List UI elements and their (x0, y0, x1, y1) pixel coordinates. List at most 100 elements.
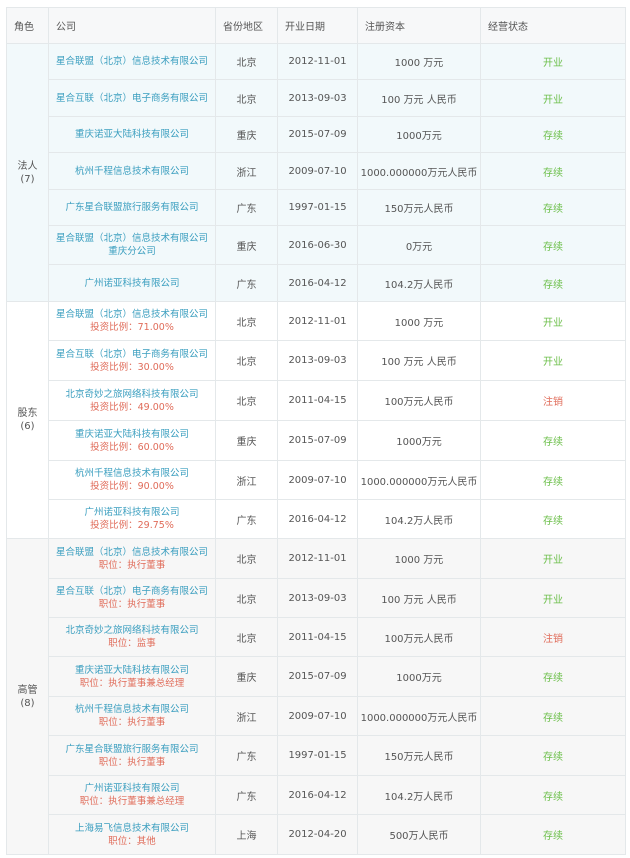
capital-cell: 1000.000000万元人民币 (357, 696, 481, 736)
status-badge: 存续 (480, 814, 626, 855)
date-cell: 2015-07-09 (277, 420, 358, 461)
header-role: 角色 (6, 7, 49, 44)
table-row: 上海易飞信息技术有限公司 职位：其他 上海 2012-04-20 500万人民币 存续 (7, 814, 626, 855)
province-cell: 浙江 (215, 460, 278, 500)
company-cell: 星合互联（北京）电子商务有限公司 投资比例：30.00% (48, 340, 216, 381)
company-link[interactable]: 星合联盟（北京）信息技术有限公司 (55, 233, 208, 244)
table-row: 杭州千程信息技术有限公司 浙江 2009-07-10 1000.000000万元人民币… (7, 152, 626, 190)
date-cell: 2009-07-10 (277, 696, 358, 736)
company-cell: 杭州千程信息技术有限公司 职位：执行董事 (48, 696, 216, 736)
company-link[interactable]: 星合互联（北京）电子商务有限公司 (55, 92, 208, 104)
status-badge: 开业 (480, 340, 626, 381)
date-cell: 2015-07-09 (277, 656, 358, 697)
role-cell: 高管 (8) (6, 538, 49, 855)
position-label: 职位：监事 (108, 638, 156, 649)
company-link[interactable]: 星合互联（北京）电子商务有限公司 (55, 348, 208, 360)
company-cell: 星合联盟（北京）信息技术有限公司 重庆分公司 (48, 225, 216, 265)
role-label: 股东 (17, 408, 38, 419)
company-link[interactable]: 杭州千程信息技术有限公司 (74, 468, 189, 479)
province-cell: 北京 (215, 301, 278, 341)
table-row: 星合互联（北京）电子商务有限公司 北京 2013-09-03 100 万元 人民币 开业 (7, 79, 626, 117)
date-cell: 2013-09-03 (277, 340, 358, 381)
date-cell: 2011-04-15 (277, 380, 358, 421)
capital-cell: 104.2万人民币 (357, 264, 481, 302)
province-cell: 北京 (215, 79, 278, 117)
province-cell: 浙江 (215, 696, 278, 736)
company-link[interactable]: 重庆诺亚大陆科技有限公司 (74, 129, 189, 140)
company-link[interactable]: 上海易飞信息技术有限公司 (74, 822, 189, 834)
investment-ratio: 投资比例：60.00% (90, 441, 174, 453)
company-cell: 星合联盟（北京）信息技术有限公司 投资比例：71.00% (48, 301, 216, 341)
table-row: 股东 (6) 星合联盟（北京）信息技术有限公司 投资比例：71.00% 北京 2012-1… (6, 301, 626, 539)
company-link[interactable]: 星合联盟（北京）信息技术有限公司 (55, 56, 208, 67)
province-cell: 广东 (215, 264, 278, 302)
province-cell: 北京 (215, 538, 278, 579)
capital-cell: 1000 万元 (357, 538, 481, 579)
province-cell: 广东 (215, 499, 278, 539)
capital-cell: 150万元人民币 (357, 735, 481, 776)
company-link[interactable]: 重庆诺亚大陆科技有限公司 (74, 664, 189, 676)
company-link[interactable]: 广州诺亚科技有限公司 (84, 783, 180, 794)
status-badge: 存续 (480, 116, 626, 153)
table-row: 广州诺亚科技有限公司 职位：执行董事兼总经理 广东 2016-04-12 104.2万人… (7, 775, 626, 815)
role-count: (7) (20, 173, 35, 185)
date-cell: 2012-11-01 (277, 538, 358, 579)
capital-cell: 500万人民币 (357, 814, 481, 855)
company-cell: 广州诺亚科技有限公司 (48, 264, 216, 302)
table-row: 重庆诺亚大陆科技有限公司 职位：执行董事兼总经理 重庆 2015-07-09 1000万… (7, 656, 626, 697)
date-cell: 2013-09-03 (277, 578, 358, 618)
company-link-continued[interactable]: 重庆分公司 (108, 246, 156, 257)
province-cell: 北京 (215, 43, 278, 80)
table-row: 星合互联（北京）电子商务有限公司 职位：执行董事 北京 2013-09-03 100 万… (7, 578, 626, 618)
province-cell: 北京 (215, 340, 278, 381)
role-label: 法人 (17, 160, 38, 172)
province-cell: 重庆 (215, 420, 278, 461)
capital-cell: 100万元人民币 (357, 617, 481, 657)
company-link[interactable]: 北京奇妙之旅网络科技有限公司 (65, 625, 199, 636)
date-cell: 2011-04-15 (277, 617, 358, 657)
company-link[interactable]: 广东星合联盟旅行服务有限公司 (65, 743, 199, 755)
company-link[interactable]: 星合互联（北京）电子商务有限公司 (55, 586, 208, 597)
status-badge: 开业 (480, 538, 626, 579)
company-link[interactable]: 重庆诺亚大陆科技有限公司 (74, 428, 189, 440)
status-badge: 注销 (480, 380, 626, 421)
capital-cell: 1000.000000万元人民币 (357, 152, 481, 190)
position-label: 职位：执行董事 (98, 717, 166, 728)
company-link[interactable]: 北京奇妙之旅网络科技有限公司 (65, 388, 199, 400)
date-cell: 2013-09-03 (277, 79, 358, 117)
date-cell: 2012-11-01 (277, 301, 358, 341)
company-link[interactable]: 广州诺亚科技有限公司 (84, 277, 180, 289)
table-row: 重庆诺亚大陆科技有限公司 投资比例：60.00% 重庆 2015-07-09 1000万… (7, 420, 626, 461)
position-label: 职位：执行董事 (98, 756, 166, 768)
status-badge: 存续 (480, 460, 626, 500)
status-badge: 存续 (480, 420, 626, 461)
date-cell: 1997-01-15 (277, 189, 358, 226)
province-cell: 广东 (215, 189, 278, 226)
date-cell: 2016-04-12 (277, 499, 358, 539)
role-cell: 股东 (6) (6, 301, 49, 539)
company-link[interactable]: 杭州千程信息技术有限公司 (74, 704, 189, 715)
table-row: 北京奇妙之旅网络科技有限公司 职位：监事 北京 2011-04-15 100万元人民币注… (7, 617, 626, 657)
company-link[interactable]: 广州诺亚科技有限公司 (84, 507, 180, 518)
capital-cell: 1000万元 (357, 656, 481, 697)
company-cell: 重庆诺亚大陆科技有限公司 (48, 116, 216, 153)
investment-ratio: 投资比例：90.00% (90, 481, 174, 492)
status-badge: 存续 (480, 189, 626, 226)
company-link[interactable]: 广东星合联盟旅行服务有限公司 (65, 202, 199, 213)
company-cell: 星合联盟（北京）信息技术有限公司 职位：执行董事 (48, 538, 216, 579)
company-cell: 广东星合联盟旅行服务有限公司 (48, 189, 216, 226)
date-cell: 2016-04-12 (277, 264, 358, 302)
province-cell: 北京 (215, 617, 278, 657)
header-province: 省份地区 (215, 7, 278, 44)
table-row: 广州诺亚科技有限公司 广东 2016-04-12 104.2万人民币 存续 (7, 264, 626, 302)
capital-cell: 150万元人民币 (357, 189, 481, 226)
company-link[interactable]: 杭州千程信息技术有限公司 (74, 165, 189, 177)
province-cell: 重庆 (215, 116, 278, 153)
date-cell: 2016-06-30 (277, 225, 358, 265)
capital-cell: 1000万元 (357, 420, 481, 461)
company-link[interactable]: 星合联盟（北京）信息技术有限公司 (55, 546, 208, 558)
company-link[interactable]: 星合联盟（北京）信息技术有限公司 (55, 309, 208, 320)
table-row: 广州诺亚科技有限公司 投资比例：29.75% 广东 2016-04-12 104.2万人… (7, 499, 626, 539)
company-cell: 重庆诺亚大陆科技有限公司 职位：执行董事兼总经理 (48, 656, 216, 697)
position-label: 职位：其他 (108, 835, 156, 847)
